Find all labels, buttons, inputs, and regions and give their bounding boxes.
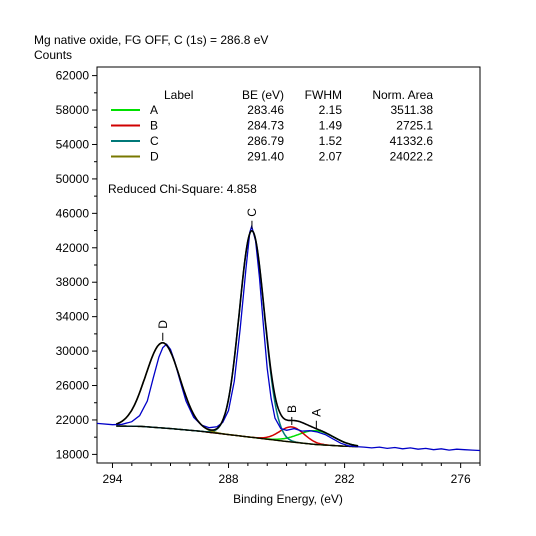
peak-label-d: D bbox=[156, 320, 170, 329]
y-tick-label: 58000 bbox=[56, 103, 90, 117]
raw-data-line bbox=[97, 223, 480, 452]
background-line bbox=[116, 425, 359, 448]
y-tick-label: 30000 bbox=[56, 344, 90, 358]
y-tick-label: 26000 bbox=[56, 379, 90, 393]
legend-row-label: C bbox=[150, 134, 159, 148]
x-tick-label: 288 bbox=[219, 472, 239, 486]
legend-row-be: 284.73 bbox=[247, 119, 284, 133]
y-axis-label: Counts bbox=[34, 48, 72, 62]
x-axis-label: Binding Energy, (eV) bbox=[233, 492, 343, 506]
y-tick-label: 34000 bbox=[56, 310, 90, 324]
legend-row-label: B bbox=[150, 119, 158, 133]
legend-header-label: Label bbox=[164, 88, 193, 102]
y-tick-label: 22000 bbox=[56, 413, 90, 427]
legend-row-area: 3511.38 bbox=[391, 103, 434, 117]
legend-header-fwhm: FWHM bbox=[305, 88, 342, 102]
legend-row-fwhm: 1.52 bbox=[319, 134, 343, 148]
y-tick-label: 18000 bbox=[56, 447, 90, 461]
chart-title: Mg native oxide, FG OFF, C (1s) = 286.8 … bbox=[34, 33, 268, 47]
legend-header-be: BE (eV) bbox=[242, 88, 284, 102]
y-tick-label: 50000 bbox=[56, 172, 90, 186]
legend-row-be: 291.40 bbox=[247, 150, 284, 164]
legend-row-be: 286.79 bbox=[247, 134, 284, 148]
peak-label-a: A bbox=[309, 409, 323, 417]
legend-header-area: Norm. Area bbox=[372, 88, 433, 102]
x-tick-label: 276 bbox=[451, 472, 471, 486]
legend-row-fwhm: 2.15 bbox=[319, 103, 343, 117]
envelope-line bbox=[116, 229, 359, 447]
legend-row-label: D bbox=[150, 150, 159, 164]
legend-row-area: 24022.2 bbox=[390, 150, 434, 164]
peak-label-b: B bbox=[285, 405, 299, 413]
x-tick-label: 294 bbox=[102, 472, 122, 486]
chi-square-annotation: Reduced Chi-Square: 4.858 bbox=[108, 182, 257, 196]
peak-label-c: C bbox=[245, 208, 259, 217]
x-tick-label: 282 bbox=[335, 472, 355, 486]
y-tick-label: 38000 bbox=[56, 275, 90, 289]
y-tick-label: 62000 bbox=[56, 69, 90, 83]
y-tick-label: 54000 bbox=[56, 137, 90, 151]
y-tick-label: 46000 bbox=[56, 206, 90, 220]
legend-row-fwhm: 1.49 bbox=[319, 119, 343, 133]
legend-row-be: 283.46 bbox=[247, 103, 284, 117]
legend-row-label: A bbox=[150, 103, 158, 117]
legend-row-area: 2725.1 bbox=[396, 119, 433, 133]
legend-row-fwhm: 2.07 bbox=[319, 150, 343, 164]
legend-row-area: 41332.6 bbox=[390, 134, 434, 148]
y-tick-label: 42000 bbox=[56, 241, 90, 255]
